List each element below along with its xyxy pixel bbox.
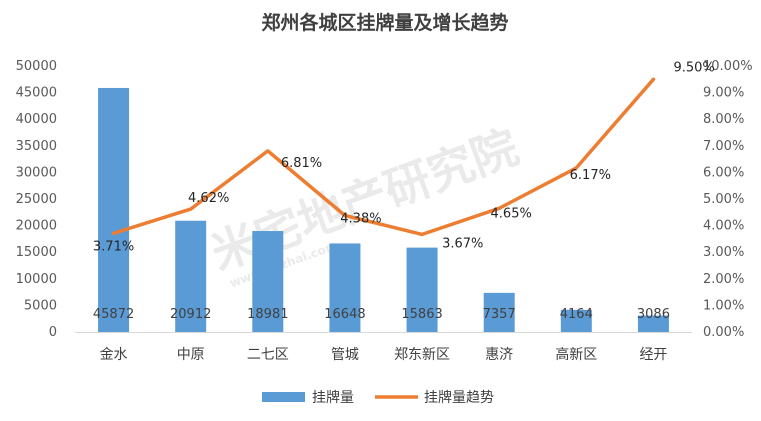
legend-bar-swatch (262, 392, 305, 402)
bar-data-label: 3086 (637, 307, 670, 322)
y-right-tick-label: 4.00% (703, 219, 744, 234)
line-data-label: 6.81% (281, 156, 322, 171)
bar-data-label: 16648 (324, 307, 365, 322)
bar-data-label: 15863 (401, 307, 442, 322)
y-axis-right: 0.00% 1.00% 2.00% 3.00% 4.00% 5.00% 6.00% 7.00%… (703, 59, 753, 340)
y-left-tick-label: 15000 (16, 245, 57, 260)
y-left-tick-label: 20000 (16, 219, 57, 234)
bar-data-label: 45872 (93, 307, 134, 322)
bar (483, 292, 515, 332)
y-left-tick-label: 45000 (16, 86, 57, 101)
x-tick-label: 经开 (639, 347, 667, 363)
y-right-tick-label: 9.00% (703, 86, 744, 101)
y-right-tick-label: 1.00% (703, 298, 744, 313)
legend-line-label: 挂牌量趋势 (424, 389, 494, 406)
line-data-label: 4.38% (340, 211, 381, 226)
y-left-tick-label: 30000 (16, 165, 57, 180)
y-right-tick-label: 0.00% (703, 325, 744, 340)
bar-data-label: 18981 (247, 307, 288, 322)
y-left-tick-label: 10000 (16, 272, 57, 287)
x-axis: 金水 中原 二七区 管城 郑东新区 惠济 高新区 经开 (75, 332, 692, 363)
y-left-tick-label: 35000 (16, 139, 57, 154)
y-right-tick-label: 3.00% (703, 245, 744, 260)
legend-bar-label: 挂牌量 (312, 389, 354, 406)
y-right-tick-label: 8.00% (703, 112, 744, 127)
watermark-text: 米宅地产研究院 (204, 120, 525, 281)
bar-data-labels: 45872 20912 18981 16648 15863 7357 4164 3086 (93, 307, 670, 322)
y-left-tick-label: 0 (49, 325, 57, 340)
bar (637, 315, 669, 332)
y-right-tick-label: 7.00% (703, 139, 744, 154)
bar (406, 247, 438, 332)
y-right-tick-label: 5.00% (703, 192, 744, 207)
y-right-tick-label: 2.00% (703, 272, 744, 287)
y-left-tick-label: 25000 (16, 192, 57, 207)
bar (329, 243, 361, 332)
line-data-labels: 3.71% 4.62% 6.81% 4.38% 3.67% 4.65% 6.17% 9.50% (93, 60, 715, 254)
x-tick-label: 二七区 (247, 347, 289, 363)
bar (98, 87, 130, 332)
x-tick-label: 郑东新区 (394, 347, 450, 363)
line-data-label: 6.17% (570, 168, 611, 183)
bar-data-label: 7357 (483, 307, 516, 322)
bar-data-label: 20912 (170, 307, 211, 322)
y-left-tick-label: 40000 (16, 112, 57, 127)
y-right-tick-label: 10.00% (703, 59, 753, 74)
y-left-tick-label: 5000 (24, 298, 57, 313)
x-tick-label: 惠济 (485, 347, 513, 363)
bar (175, 220, 207, 332)
x-tick-label: 高新区 (555, 346, 597, 363)
line-data-label: 4.65% (491, 206, 532, 221)
bar (252, 231, 284, 332)
line-data-label: 9.50% (673, 60, 714, 75)
trend-line (111, 77, 656, 237)
line-data-label: 3.67% (442, 236, 483, 251)
x-tick-label: 中原 (177, 347, 205, 363)
line-data-label: 4.62% (188, 191, 229, 206)
line-series (111, 77, 656, 237)
x-tick-label: 金水 (100, 347, 128, 363)
y-axis-left: 0 5000 10000 15000 20000 25000 30000 35000 40000… (16, 59, 57, 340)
x-tick-label: 管城 (331, 347, 359, 363)
bar-series (98, 87, 669, 332)
bar (560, 309, 592, 332)
chart-title: 郑州各城区挂牌量及增长趋势 (261, 11, 508, 34)
bar-data-label: 4164 (560, 307, 593, 322)
y-left-tick-label: 50000 (16, 59, 57, 74)
y-right-tick-label: 6.00% (703, 165, 744, 180)
line-data-label: 3.71% (93, 239, 134, 254)
legend: 挂牌量 挂牌量趋势 (262, 389, 494, 406)
